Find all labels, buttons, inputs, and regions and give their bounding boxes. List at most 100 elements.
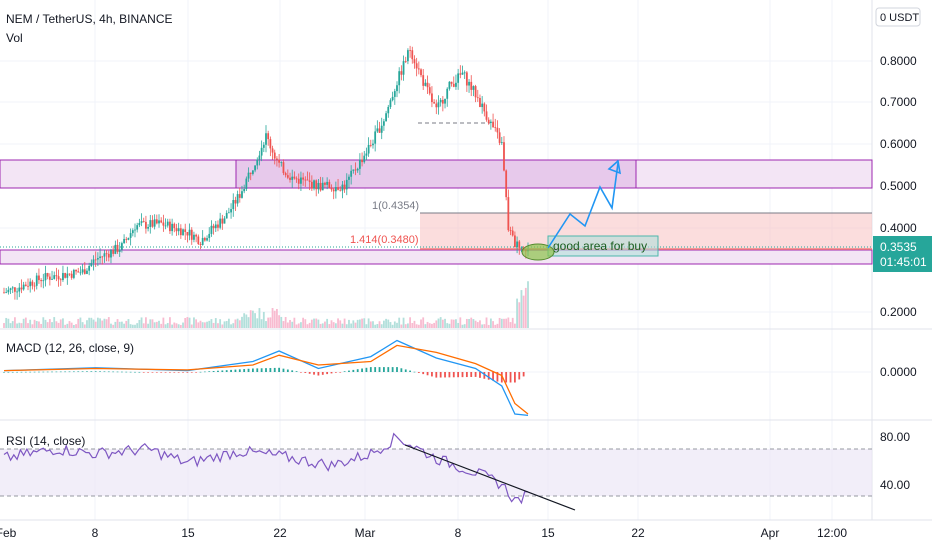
volume-bar (107, 317, 110, 328)
candle-body (112, 250, 115, 254)
volume-bar (131, 324, 134, 328)
candle-body (145, 221, 147, 229)
macd-histogram-bar (177, 372, 180, 373)
candle-body (101, 256, 104, 258)
volume-bar (18, 322, 21, 328)
candle-body (140, 221, 143, 223)
macd-histogram-bar (147, 372, 149, 373)
volume-bar (505, 318, 508, 328)
volume-bar (457, 322, 460, 328)
rsi-line (3, 432, 529, 505)
volume-bar (140, 317, 143, 328)
volume-bar (483, 324, 486, 328)
candle-body (110, 250, 112, 258)
volume-bar (492, 321, 494, 328)
candle-body (35, 275, 38, 286)
volume-bar (232, 323, 235, 328)
candle-body (352, 169, 355, 171)
candle-body (31, 281, 34, 286)
volume-bar (16, 323, 18, 328)
candle-body (121, 243, 123, 250)
volume-bar (24, 317, 27, 328)
rsi-label[interactable]: RSI (14, close) (6, 434, 86, 448)
macd-histogram-bar (225, 370, 228, 372)
volume-bar (345, 324, 348, 328)
volume-bar (118, 321, 121, 328)
candle-body (29, 281, 32, 287)
macd-histogram-bar (431, 372, 433, 377)
candle-body (14, 287, 16, 292)
volume-bar (385, 318, 387, 328)
candle-body (66, 273, 69, 278)
macd-histogram-bar (3, 372, 5, 373)
macd-histogram-bar (151, 372, 154, 373)
candle-body (103, 253, 106, 257)
candle-body (260, 147, 263, 156)
volume-bar (474, 320, 477, 328)
macd-histogram-bar (243, 369, 246, 372)
candle-body (350, 170, 353, 177)
volume-bar (334, 323, 337, 328)
time-tick: Mar (355, 526, 376, 540)
volume-bar (367, 318, 370, 328)
volume-bar (212, 322, 215, 328)
candle-body (313, 180, 315, 189)
candle-body (186, 231, 189, 236)
candle-body (44, 273, 47, 281)
candle-body (468, 81, 470, 86)
macd-histogram-bar (387, 367, 390, 372)
currency-badge-box (875, 7, 921, 27)
candle-body (53, 275, 56, 279)
volume-bar (358, 319, 361, 328)
price-candles (3, 45, 529, 300)
macd-histogram-bar (252, 368, 254, 372)
volume-bar (31, 324, 34, 328)
candle-body (341, 184, 344, 191)
volume-bar (428, 323, 431, 328)
projection-path[interactable] (547, 162, 619, 249)
macd-histogram-bar (59, 371, 62, 373)
candle-body (24, 284, 27, 286)
buy-annotation[interactable]: good area for buy (521, 235, 659, 261)
volume-bar (487, 324, 490, 328)
current-price-tag: 0.3535 01:45:01 (873, 236, 932, 272)
candle-body (164, 225, 167, 227)
volume-bar (426, 321, 429, 328)
candle-body (234, 200, 237, 204)
support-zone[interactable] (0, 249, 873, 265)
price-tag-box (873, 236, 932, 272)
candle-body (520, 247, 523, 249)
volume-label[interactable]: Vol (6, 31, 23, 45)
currency-badge: 0 USDT (880, 12, 919, 24)
candle-body (372, 143, 374, 146)
volume-bar (123, 323, 125, 328)
candle-body (57, 276, 60, 280)
candle-body (404, 61, 407, 62)
volume-bar (81, 322, 84, 328)
macd-label[interactable]: MACD (12, 26, close, 9) (6, 341, 135, 355)
price-axis: 0 USDT 0.8000 0.7000 0.6000 0.5000 0.400… (875, 7, 921, 492)
candle-body (273, 152, 276, 159)
resistance-zone[interactable] (0, 159, 873, 189)
volume-bar (186, 317, 189, 328)
volume-bar (129, 324, 132, 328)
volume-bar (138, 319, 141, 328)
volume-bar (365, 324, 368, 328)
macd-histogram-bar (339, 372, 342, 373)
macd-histogram-bar (64, 371, 67, 373)
volume-bar (433, 322, 436, 328)
annotation-text: good area for buy (553, 239, 647, 253)
volume-bar (103, 318, 106, 328)
candle-body (107, 253, 110, 258)
macd-histogram-bar (72, 371, 75, 373)
macd-histogram-bar (20, 371, 23, 373)
macd-histogram-bar (203, 371, 206, 373)
volume-bar (361, 318, 363, 328)
candle-body (332, 189, 335, 192)
symbol-title[interactable]: NEM / TetherUS, 4h, BINANCE (6, 12, 173, 26)
macd-histogram-bar (461, 372, 464, 378)
macd-histogram-bar (160, 372, 163, 373)
candle-body (426, 82, 429, 88)
volume-bar (459, 317, 462, 328)
